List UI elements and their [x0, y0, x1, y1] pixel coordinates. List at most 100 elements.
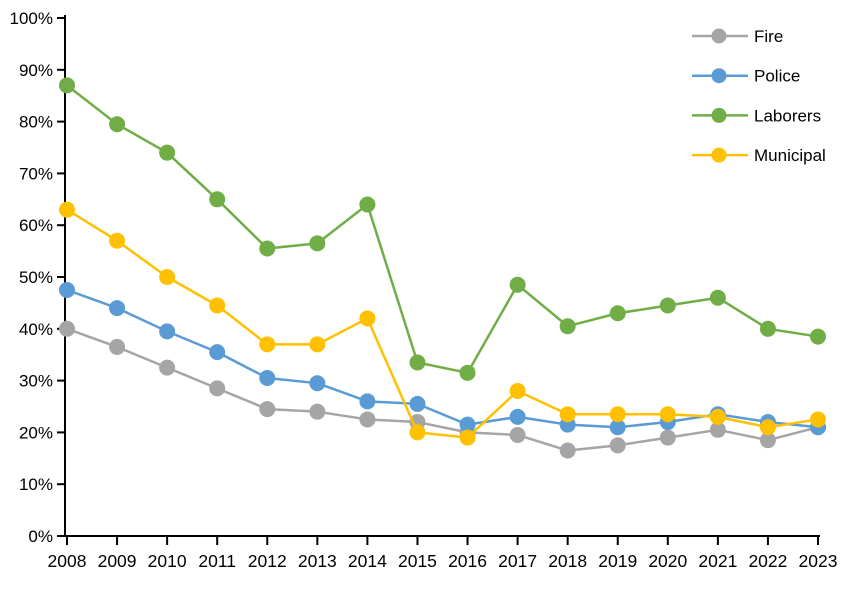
data-point-fire-2017 — [509, 426, 526, 443]
data-point-laborers-2019 — [609, 305, 626, 322]
data-point-laborers-2018 — [559, 318, 576, 335]
x-axis-label-2011: 2011 — [198, 551, 236, 571]
legend-label-fire: Fire — [754, 27, 783, 46]
series-fire — [59, 320, 826, 459]
data-point-municipal-2012 — [259, 336, 276, 353]
y-axis-label-80: 80% — [19, 113, 53, 132]
y-axis-label-70: 70% — [19, 164, 53, 183]
x-axis-label-2021: 2021 — [698, 551, 737, 571]
data-point-fire-2012 — [259, 401, 276, 418]
data-point-laborers-2010 — [159, 144, 176, 161]
y-axis-label-100: 100% — [10, 9, 53, 28]
data-point-police-2014 — [359, 393, 376, 410]
data-point-police-2019 — [609, 419, 626, 436]
data-point-police-2008 — [59, 281, 75, 298]
data-point-police-2011 — [209, 344, 226, 361]
data-point-municipal-2019 — [609, 406, 626, 423]
legend-marker-fire — [711, 28, 727, 44]
data-point-municipal-2022 — [759, 419, 776, 436]
y-axis-label-0: 0% — [28, 527, 53, 546]
data-point-laborers-2015 — [409, 354, 426, 371]
x-axis-label-2008: 2008 — [48, 551, 87, 571]
data-point-municipal-2020 — [659, 406, 676, 423]
data-point-fire-2019 — [609, 437, 626, 454]
x-axis-label-2019: 2019 — [598, 551, 637, 571]
data-point-municipal-2021 — [709, 408, 726, 425]
data-point-municipal-2008 — [59, 201, 75, 218]
y-axis-label-50: 50% — [19, 268, 53, 287]
data-point-laborers-2017 — [509, 276, 526, 293]
x-axis-label-2017: 2017 — [498, 551, 537, 571]
data-point-fire-2010 — [159, 359, 176, 376]
x-axis-label-2015: 2015 — [398, 551, 437, 571]
series-police — [59, 281, 826, 436]
data-point-municipal-2010 — [159, 269, 176, 285]
data-point-laborers-2009 — [109, 116, 126, 133]
data-point-police-2009 — [109, 300, 126, 317]
x-axis-label-2014: 2014 — [348, 551, 387, 571]
series-line-laborers — [66, 84, 819, 375]
x-axis-label-2009: 2009 — [98, 551, 137, 571]
data-point-laborers-2011 — [209, 191, 226, 208]
data-point-fire-2009 — [109, 338, 126, 355]
data-point-police-2013 — [309, 375, 326, 392]
data-point-municipal-2013 — [309, 336, 326, 353]
data-point-laborers-2014 — [359, 196, 376, 213]
y-axis-label-30: 30% — [19, 372, 53, 391]
data-point-laborers-2016 — [459, 364, 476, 381]
legend-marker-police — [711, 68, 727, 84]
legend-item-police: Police — [692, 67, 800, 86]
x-axis-label-2012: 2012 — [248, 551, 287, 571]
data-point-laborers-2020 — [659, 297, 676, 314]
x-axis-label-2016: 2016 — [448, 551, 487, 571]
data-point-laborers-2013 — [309, 235, 326, 252]
data-point-municipal-2015 — [409, 424, 426, 441]
y-axis-label-20: 20% — [19, 423, 53, 442]
y-axis-label-60: 60% — [19, 216, 53, 235]
legend-item-laborers: Laborers — [692, 106, 821, 125]
series-line-fire — [66, 327, 819, 452]
data-point-fire-2022 — [759, 432, 776, 449]
data-point-police-2015 — [409, 395, 426, 412]
legend-item-fire: Fire — [692, 27, 783, 46]
legend-item-municipal: Municipal — [692, 146, 826, 165]
data-point-laborers-2021 — [709, 289, 726, 306]
x-axis-label-2018: 2018 — [548, 551, 587, 571]
data-point-municipal-2023 — [810, 411, 826, 428]
legend-marker-municipal — [711, 147, 727, 163]
legend: Fire Police Laborers Municipal — [692, 27, 826, 165]
y-axis-label-10: 10% — [19, 475, 53, 494]
series-line-police — [66, 288, 819, 429]
data-point-laborers-2023 — [810, 328, 826, 345]
data-point-fire-2014 — [359, 411, 376, 428]
series-laborers — [59, 77, 826, 381]
data-point-municipal-2016 — [459, 429, 476, 446]
legend-label-municipal: Municipal — [754, 146, 826, 165]
y-axis-label-90: 90% — [19, 61, 53, 80]
data-point-laborers-2012 — [259, 240, 276, 257]
data-point-municipal-2017 — [509, 382, 526, 399]
x-axis-label-2023: 2023 — [799, 551, 838, 571]
series-municipal — [59, 201, 826, 446]
x-axis-label-2010: 2010 — [148, 551, 187, 571]
data-point-fire-2011 — [209, 380, 226, 397]
x-axis-label-2013: 2013 — [298, 551, 337, 571]
data-point-fire-2021 — [709, 421, 726, 438]
data-point-laborers-2022 — [759, 320, 776, 337]
data-point-fire-2008 — [59, 320, 75, 337]
data-point-municipal-2014 — [359, 310, 376, 327]
data-point-police-2016 — [459, 416, 476, 433]
data-point-police-2012 — [259, 370, 276, 387]
data-point-fire-2013 — [309, 403, 326, 420]
data-point-police-2017 — [509, 408, 526, 425]
data-point-municipal-2009 — [109, 232, 126, 249]
x-axis-label-2022: 2022 — [748, 551, 787, 571]
y-axis-label-40: 40% — [19, 320, 53, 339]
data-point-laborers-2008 — [59, 77, 75, 94]
data-point-municipal-2018 — [559, 406, 576, 423]
data-point-municipal-2011 — [209, 297, 226, 314]
data-point-police-2010 — [159, 323, 176, 340]
data-point-fire-2018 — [559, 442, 576, 459]
